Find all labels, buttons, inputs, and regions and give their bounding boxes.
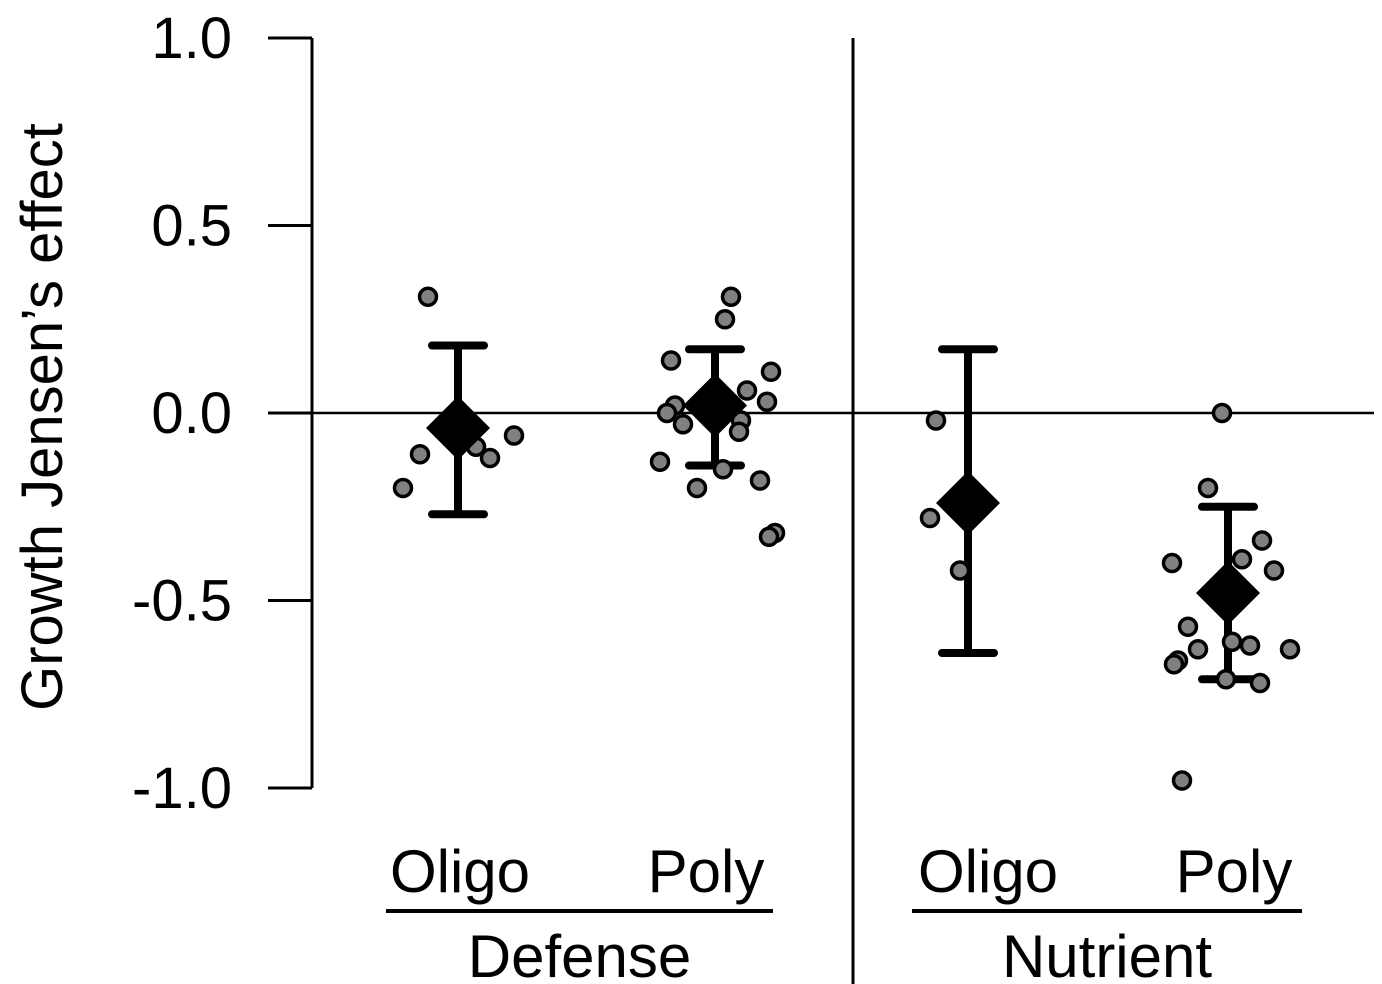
category-label: Oligo xyxy=(390,838,530,905)
y-tick-label: -0.5 xyxy=(132,569,232,634)
data-point xyxy=(672,414,694,435)
mean-marker xyxy=(936,471,1000,535)
group-label: Defense xyxy=(468,923,691,984)
data-point xyxy=(660,350,682,371)
data-point xyxy=(1251,530,1273,551)
y-tick-label: -1.0 xyxy=(132,756,232,821)
data-point xyxy=(925,410,947,431)
data-point xyxy=(1239,635,1261,656)
data-point xyxy=(760,361,782,382)
y-tick-label: 0.0 xyxy=(151,381,232,446)
data-point xyxy=(1197,477,1219,499)
data-point xyxy=(714,309,736,330)
data-point xyxy=(503,425,525,446)
mean-marker xyxy=(1196,561,1260,625)
data-point xyxy=(712,459,734,480)
data-point xyxy=(656,402,678,424)
data-point xyxy=(749,470,771,491)
data-point xyxy=(1171,770,1193,791)
y-tick-label: 0.5 xyxy=(151,194,232,259)
axis-labels: 1.0 0.5 0.0 -0.5 -1.0 Oligo Poly Oligo Poly Defen… xyxy=(132,6,1292,984)
data-point xyxy=(409,444,431,465)
data-point xyxy=(1279,639,1301,660)
data-point xyxy=(1187,639,1209,660)
data-point xyxy=(479,447,501,469)
group-label: Nutrient xyxy=(1002,923,1212,984)
data-point xyxy=(756,391,778,412)
data-point xyxy=(1161,552,1183,574)
category-label: Oligo xyxy=(918,838,1058,905)
mean-markers xyxy=(426,373,1260,625)
y-tick-label: 1.0 xyxy=(151,6,232,71)
mean-marker xyxy=(683,373,747,438)
error-bars xyxy=(428,341,1258,684)
category-label: Poly xyxy=(1176,838,1293,905)
data-point xyxy=(392,477,414,499)
mean-marker xyxy=(426,396,490,460)
data-point xyxy=(417,286,439,307)
y-axis-title: Growth Jensen’s effect xyxy=(10,123,75,711)
data-point xyxy=(919,507,941,529)
data-point xyxy=(1163,654,1185,675)
data-point xyxy=(686,477,708,499)
data-point xyxy=(649,451,671,472)
data-point xyxy=(1249,672,1271,694)
data-point xyxy=(728,421,750,442)
data-point xyxy=(720,286,742,307)
data-point xyxy=(1231,549,1253,570)
category-label: Poly xyxy=(648,838,765,905)
data-point xyxy=(1177,616,1199,637)
axes xyxy=(268,36,1374,984)
data-point xyxy=(1221,631,1243,652)
data-point xyxy=(736,380,758,401)
data-points xyxy=(392,286,1301,791)
data-point xyxy=(1263,560,1285,581)
data-point xyxy=(758,526,780,547)
data-point xyxy=(949,560,971,581)
data-point xyxy=(1215,669,1237,690)
data-point xyxy=(1211,402,1233,424)
